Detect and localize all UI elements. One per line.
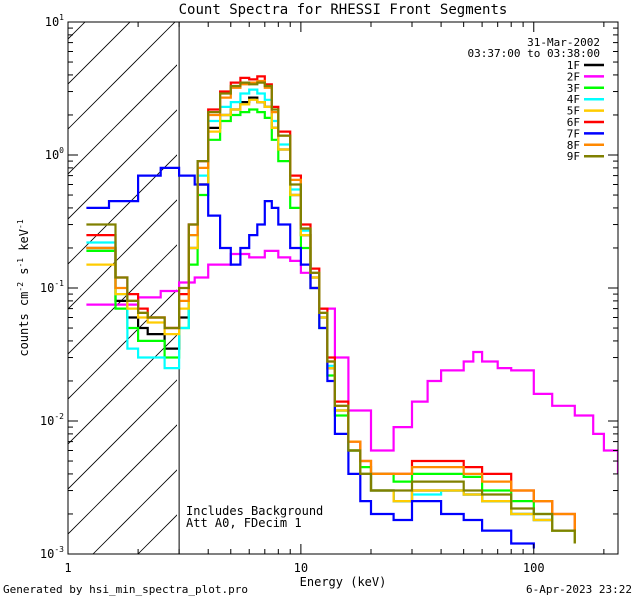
- y-label-mid: s: [17, 268, 31, 282]
- series-7F: [86, 166, 535, 549]
- legend-label-1F: 1F: [567, 59, 580, 72]
- legend-label-5F: 5F: [567, 105, 580, 118]
- x-axis-label: Energy (keV): [300, 575, 387, 589]
- y-label-end: keV: [17, 229, 31, 258]
- time-range-label: 03:37:00 to 03:38:00: [468, 47, 600, 60]
- hatch-line: [68, 424, 177, 535]
- legend-label-4F: 4F: [567, 93, 580, 106]
- y-label-exp-3: -1: [16, 219, 25, 229]
- date-label: 31-Mar-2002: [527, 36, 600, 49]
- hatch-line: [92, 469, 177, 554]
- legend-label-7F: 7F: [567, 127, 580, 140]
- legend-label-9F: 9F: [567, 150, 580, 163]
- hatch-line: [68, 379, 177, 490]
- y-tick-label: 10-3: [40, 545, 64, 561]
- hatch-line: [68, 154, 177, 265]
- y-tick-label: 10-1: [40, 279, 64, 295]
- series-1F: [86, 96, 576, 544]
- generation-timestamp: 6-Apr-2023 23:22: [526, 583, 632, 596]
- x-tick-label: 10: [294, 561, 308, 575]
- generated-by-label: Generated by hsi_min_spectra_plot.pro: [3, 583, 249, 596]
- y-label-exp-1: -2: [16, 282, 25, 292]
- y-tick-label: 10-2: [40, 412, 64, 428]
- hatch-line: [68, 64, 177, 175]
- legend-label-8F: 8F: [567, 139, 580, 152]
- legend-label-6F: 6F: [567, 116, 580, 129]
- series-layer: [86, 75, 618, 549]
- series-6F: [86, 75, 576, 531]
- hatch-line: [137, 514, 177, 554]
- series-8F: [86, 79, 576, 531]
- legend-label-3F: 3F: [567, 82, 580, 95]
- hatch-line: [68, 22, 176, 130]
- y-axis-label: counts cm-2 s-1 keV-1: [16, 219, 31, 356]
- y-tick-label: 101: [45, 13, 64, 29]
- y-label-exp-2: -1: [16, 258, 25, 268]
- legend-label-2F: 2F: [567, 70, 580, 83]
- series-5F: [86, 98, 576, 544]
- hatch-line: [68, 244, 177, 355]
- y-label-base: counts cm: [17, 292, 31, 357]
- annotation-background: Includes Background: [186, 504, 323, 518]
- hatch-line: [0, 0, 68, 554]
- series-9F: [86, 81, 576, 544]
- plot-frame: [67, 21, 619, 555]
- axes: 1 10 100 10-3 10-2 10-1 100 101: [40, 13, 618, 575]
- series-2F: [86, 249, 618, 474]
- y-tick-label: 100: [45, 146, 64, 162]
- annotation-attenuator: Att A0, FDecim 1: [186, 516, 302, 530]
- x-tick-label: 100: [523, 561, 545, 575]
- hatch-line: [68, 199, 177, 310]
- x-tick-label: 1: [64, 561, 71, 575]
- chart-title: Count Spectra for RHESSI Front Segments: [179, 2, 508, 18]
- hatch-lines: [0, 0, 177, 554]
